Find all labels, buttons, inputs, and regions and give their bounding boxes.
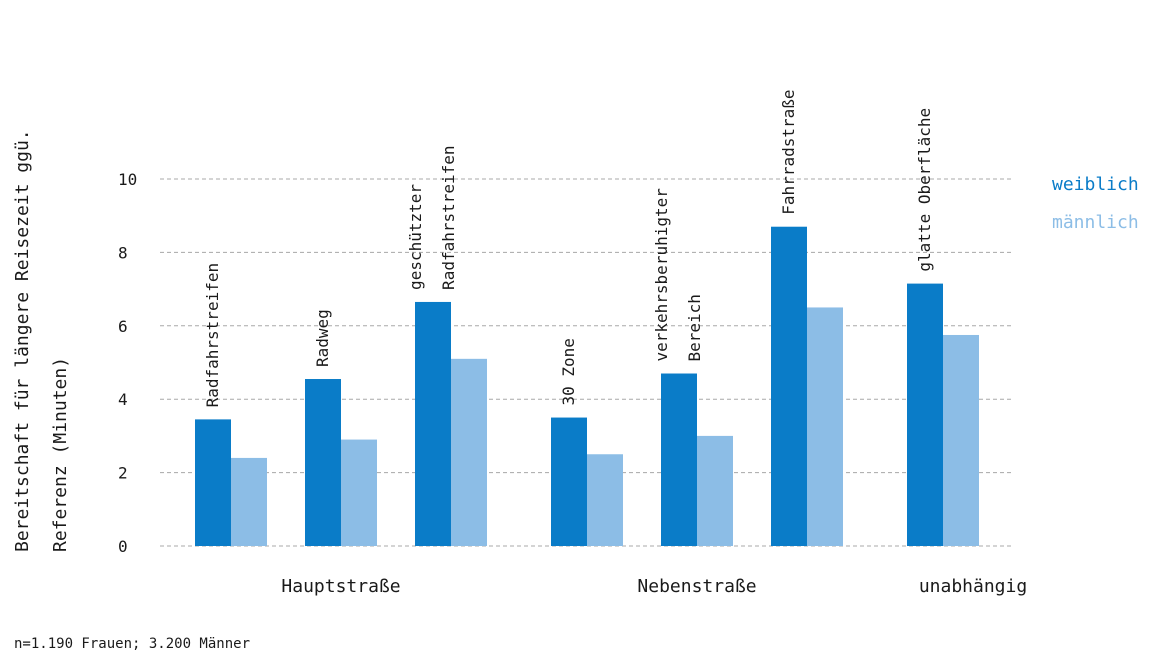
category-label: Radfahrstreifen bbox=[439, 145, 458, 290]
bar-männlich bbox=[341, 439, 377, 546]
y-axis-label-line: Referenz (Minuten) bbox=[50, 357, 71, 552]
y-axis-label: Bereitschaft für längere Reisezeit ggü. R… bbox=[12, 129, 71, 552]
category-label: verkehrsberuhigter bbox=[652, 188, 671, 362]
bar-weiblich bbox=[415, 301, 451, 546]
y-axis-ticks: 0 2 4 6 8 10 bbox=[118, 170, 137, 556]
group-label: Nebenstraße bbox=[637, 576, 756, 597]
y-tick-label: 8 bbox=[118, 243, 128, 262]
category-label: 30 Zone bbox=[559, 338, 578, 405]
y-tick-label: 10 bbox=[118, 170, 137, 189]
bar-männlich bbox=[943, 334, 979, 546]
category-label: geschützter bbox=[406, 184, 425, 290]
legend-entry: männlich bbox=[1052, 212, 1139, 233]
bar-chart: 0 2 4 6 8 10 Bereitschaft für längere Reiseze… bbox=[12, 89, 1139, 597]
y-tick-label: 6 bbox=[118, 317, 128, 336]
category-label: Radweg bbox=[313, 309, 332, 367]
group-labels: Hauptstraße Nebenstraße unabhängig bbox=[281, 576, 1027, 597]
legend: weiblich männlich bbox=[1052, 174, 1139, 233]
category-label: Radfahrstreifen bbox=[203, 263, 222, 408]
bar-männlich bbox=[587, 454, 623, 546]
group-label: Hauptstraße bbox=[281, 576, 400, 597]
category-labels: Radfahrstreifen Radweg geschützter Radfahrs… bbox=[203, 89, 934, 407]
bars bbox=[195, 226, 979, 546]
legend-entry: weiblich bbox=[1052, 174, 1139, 195]
bar-weiblich bbox=[305, 379, 341, 546]
bar-männlich bbox=[231, 457, 267, 546]
bar-weiblich bbox=[551, 417, 587, 546]
y-tick-label: 4 bbox=[118, 390, 128, 409]
bar-weiblich bbox=[661, 373, 697, 546]
category-label: glatte Oberfläche bbox=[915, 108, 934, 272]
category-label: Fahrradstraße bbox=[779, 89, 798, 214]
bar-männlich bbox=[697, 435, 733, 546]
bar-männlich bbox=[451, 358, 487, 546]
bar-weiblich bbox=[907, 283, 943, 546]
bar-weiblich bbox=[771, 226, 807, 546]
bar-männlich bbox=[807, 307, 843, 546]
category-label: Bereich bbox=[685, 294, 704, 361]
y-axis-label-line: Bereitschaft für längere Reisezeit ggü. bbox=[12, 129, 33, 552]
sample-size-note: n=1.190 Frauen; 3.200 Männer bbox=[14, 636, 251, 652]
group-label: unabhängig bbox=[919, 576, 1027, 597]
y-tick-label: 0 bbox=[118, 537, 128, 556]
bar-weiblich bbox=[195, 419, 231, 546]
grid-lines bbox=[160, 178, 1012, 547]
y-tick-label: 2 bbox=[118, 464, 128, 483]
